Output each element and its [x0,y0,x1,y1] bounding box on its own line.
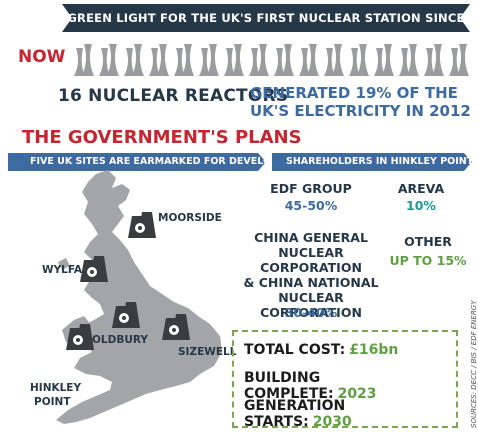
china-line-3: & CHINA NATIONAL NUCLEAR [243,275,379,305]
sites-banner-text: FIVE UK SITES ARE EARMARKED FOR DEVELOPM… [30,156,309,167]
headline-text: GREEN LIGHT FOR THE UK'S FIRST NUCLEAR S… [67,11,465,53]
shareholder-china-value: 30-40% [284,305,338,320]
site-label-oldbury: OLDBURY [92,334,148,346]
cooling-tower-icon [324,44,344,76]
shareholder-edf-name: EDF GROUP [270,181,352,196]
cooling-tower-icon [199,44,219,76]
shareholder-other-value: UP TO 15% [389,253,467,268]
cooling-tower-icon [124,44,144,76]
site-label-point: POINT [34,396,71,408]
cooling-tower-icon [449,44,469,76]
total-cost-value: £16bn [349,342,399,358]
site-icon-wylfa [80,256,108,282]
shareholders-banner-text: SHAREHOLDERS IN HINKLEY POINT [286,156,474,167]
shareholder-edf-value: 45-50% [284,198,338,213]
great-britain-shape [56,170,222,424]
headline-ribbon: GREEN LIGHT FOR THE UK'S FIRST NUCLEAR S… [62,4,470,53]
site-label-hinkley: HINKLEY [30,382,82,394]
electricity-line-2: UK'S ELECTRICITY IN 2012 [250,102,471,120]
uk-map [56,170,222,424]
cooling-tower-icon [274,44,294,76]
shareholder-china-name: CHINA GENERAL NUCLEAR CORPORATION & CHIN… [236,230,386,320]
key-facts-box: TOTAL COST: £16bn BUILDING COMPLETE: 2023 … [232,330,458,430]
generation-starts-label: GENERATION STARTS: [244,398,346,430]
site-label-wylfa: WYLFA [42,264,82,276]
cooling-towers-row [74,44,469,76]
plans-title: THE GOVERNMENT'S PLANS [22,127,302,148]
shareholders-banner: SHAREHOLDERS IN HINKLEY POINT [272,153,474,171]
cooling-tower-icon [224,44,244,76]
site-label-moorside: MOORSIDE [158,212,222,224]
site-icon-oldbury [112,302,140,328]
electricity-share: GENERATED 19% OF THE UK'S ELECTRICITY IN… [250,84,471,120]
china-line-2: NUCLEAR CORPORATION [260,245,362,275]
site-label-sizewell: SIZEWELL [178,346,237,358]
now-label: NOW [18,47,66,67]
cooling-tower-icon [74,44,94,76]
cooling-tower-icon [149,44,169,76]
cooling-tower-icon [374,44,394,76]
shareholder-other-name: OTHER [404,234,452,249]
total-cost-row: TOTAL COST: £16bn [244,342,398,358]
site-icon-sizewell [162,314,190,340]
site-icon-moorside [128,212,156,238]
generation-starts-value: 2030 [312,414,352,430]
cooling-tower-icon [174,44,194,76]
cooling-tower-icon [424,44,444,76]
cooling-tower-icon [99,44,119,76]
cooling-tower-icon [299,44,319,76]
building-complete-value: 2023 [337,386,377,402]
shareholder-areva-value: 10% [406,198,436,213]
island-shape [58,258,70,270]
china-line-1: CHINA GENERAL [254,230,368,245]
cooling-tower-icon [349,44,369,76]
shareholder-areva-name: AREVA [397,181,445,196]
total-cost-label: TOTAL COST: [244,342,346,358]
electricity-line-1: GENERATED 19% OF THE [250,84,458,102]
site-icon-hinkley [66,324,94,350]
building-complete-row: BUILDING COMPLETE: 2023 [244,370,456,402]
china-line-4: CORPORATION [260,305,362,320]
building-complete-label: BUILDING COMPLETE: [244,370,334,402]
cooling-tower-icon [249,44,269,76]
generation-starts-row: GENERATION STARTS: 2030 [244,398,456,430]
cooling-tower-icon [399,44,419,76]
sites-banner: FIVE UK SITES ARE EARMARKED FOR DEVELOPM… [8,153,308,171]
reactor-count: 16 NUCLEAR REACTORS [58,86,289,106]
sources-note: SOURCES: DECC / BIS / EDF ENERGY [470,300,478,428]
